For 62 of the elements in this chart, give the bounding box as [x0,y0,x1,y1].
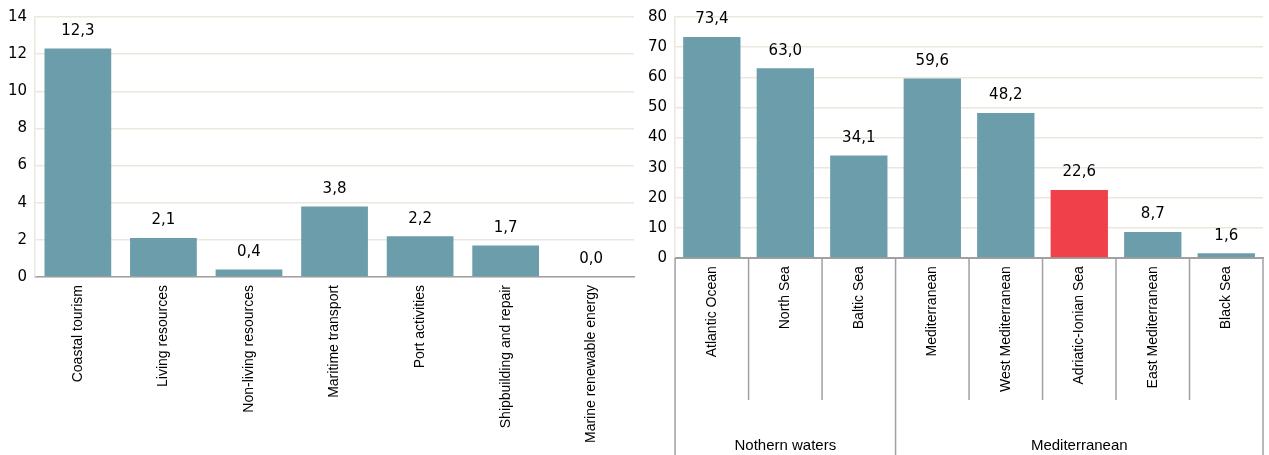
y-tick-label: 10 [647,217,668,236]
data-label: 59,6 [915,50,949,69]
x-tick-label: Mediterranean [923,266,940,357]
y-tick-label: 2 [17,229,28,248]
x-tick-label: Marine renewable energy [582,285,599,444]
data-label: 2,1 [151,210,176,229]
text: Nothern waters [734,435,837,453]
data-label: 3,8 [322,178,347,197]
x-tick-label: Black Sea [1217,266,1234,330]
y-tick-label: 80 [647,6,668,25]
bar [472,245,540,277]
y-tick-label: 60 [647,67,668,86]
x-tick-label: Non-living resources [239,285,256,413]
bar [130,238,197,277]
y-tick-label: 4 [17,192,28,211]
bar [1050,190,1108,258]
data-label: 34,1 [842,127,876,146]
x-tick-label: North Sea [776,266,793,330]
data-label: 1,6 [1214,225,1239,244]
data-label: 48,2 [989,85,1023,104]
data-label: 63,0 [768,40,803,59]
x-tick-label: East Mediterranean [1143,266,1160,389]
bar [1197,253,1255,258]
y-tick-label: 50 [647,97,668,116]
x-tick-label: Living resources [154,285,171,387]
y-tick-label: 30 [647,157,668,176]
y-tick-label: 6 [17,155,28,174]
data-label: 0,4 [237,241,261,260]
data-label: 12,3 [61,20,95,39]
y-tick-label: 20 [647,187,668,206]
x-tick-label: Atlantic Ocean [702,266,719,358]
y-tick-label: 70 [647,37,668,56]
bar [977,112,1035,258]
y-tick-label: 8 [17,118,28,137]
data-label: 0,0 [579,249,604,268]
bar [903,78,961,258]
bar [1124,231,1182,258]
bar [301,206,368,277]
x-tick-label: Maritime transport [325,284,342,398]
data-label: 8,7 [1140,204,1165,223]
x-tick-label: Baltic Sea [849,266,866,330]
data-label: 1,7 [493,217,518,236]
data-label: 73,4 [695,9,729,28]
bar [44,48,112,277]
y-tick-label: 40 [647,127,668,146]
bar [830,155,888,258]
data-label: 22,6 [1062,162,1096,181]
x-tick-label: Shipbuilding and repair [496,284,513,429]
text: Mediterranean [1030,435,1128,453]
bar [683,36,741,258]
y-tick-label: 12 [7,44,28,63]
x-tick-label: Adriatic-Ionian Sea [1070,265,1087,385]
y-tick-label: 0 [17,266,28,285]
bar [386,236,454,277]
y-tick-label: 14 [7,6,28,25]
y-tick-label: 10 [7,81,28,100]
bar [756,68,814,258]
x-tick-label: Coastal tourism [68,285,85,383]
y-tick-label: 0 [657,248,668,267]
data-label: 2,2 [408,208,433,227]
x-tick-label: West Mediterranean [996,266,1013,393]
x-tick-label: Port activities [410,285,427,369]
